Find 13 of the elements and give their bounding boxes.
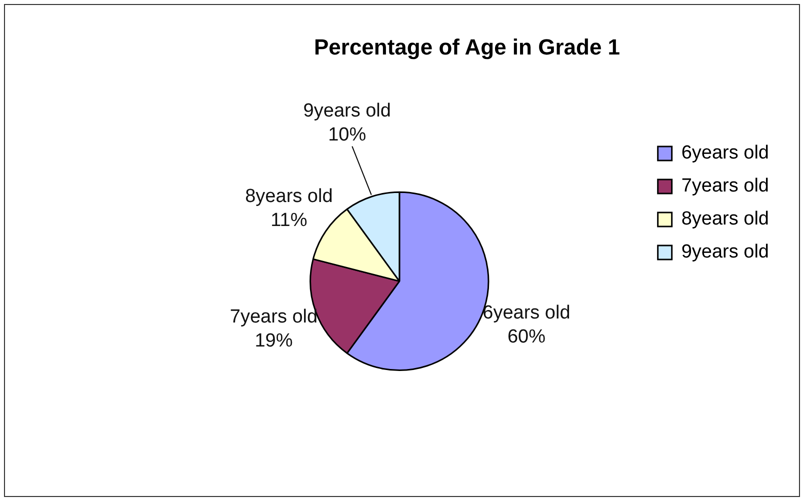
data-label: 10%: [328, 124, 366, 146]
slice-label: 7years old: [230, 306, 318, 328]
legend-label: 9years old: [681, 242, 770, 263]
legend-label: 8years old: [681, 208, 770, 230]
legend-label: 7years old: [681, 176, 770, 197]
data-label: 11%: [270, 210, 308, 232]
data-label: 60%: [507, 326, 546, 348]
legend-label: 6years old: [681, 142, 770, 164]
slice-label: 8years old: [245, 186, 333, 208]
slice-label: 6years old: [482, 302, 570, 324]
chart-title: Percentage of Age in Grade 1: [314, 34, 620, 60]
slice-label: 9years old: [303, 100, 391, 122]
data-label: 19%: [254, 330, 293, 352]
